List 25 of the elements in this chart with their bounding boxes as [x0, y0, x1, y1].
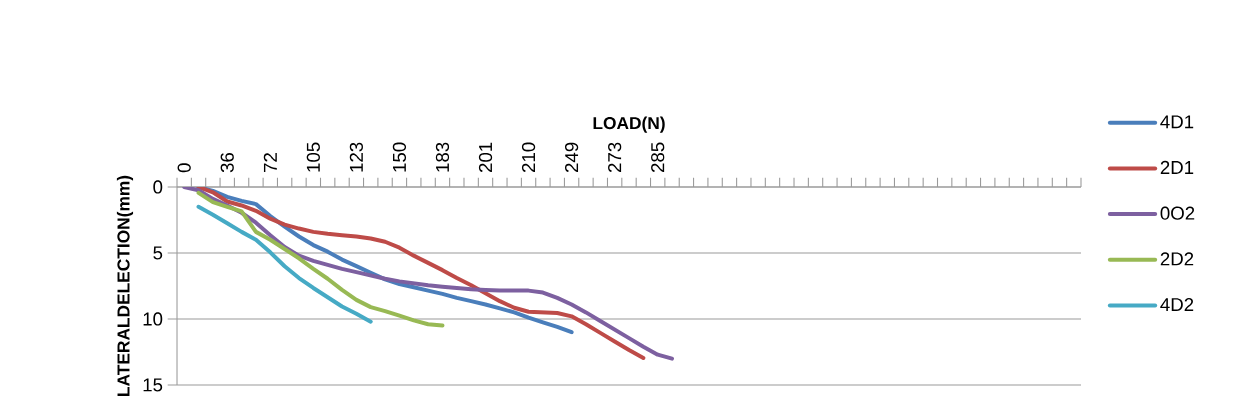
y-tick-label: 15	[143, 378, 163, 392]
x-axis-title: LOAD(N)	[593, 116, 665, 133]
x-tick-label: 273	[608, 142, 622, 173]
y-tick-label: 5	[153, 246, 163, 260]
line-series	[196, 190, 445, 328]
y-tick-label: 10	[143, 312, 163, 326]
line-series	[196, 204, 373, 324]
x-tick-label: 249	[564, 142, 579, 173]
x-tick-label: 201	[478, 142, 493, 173]
y-tick-label: 0	[153, 180, 163, 194]
x-tick-label: 285	[651, 142, 665, 173]
x-tick-label: 150	[392, 142, 407, 172]
legend-label: 4D1	[1160, 115, 1194, 129]
x-tick-label: 36	[220, 153, 234, 173]
legend-label: 4D2	[1160, 297, 1194, 312]
x-tick-label: 0	[177, 163, 191, 173]
legend-label: 0O2	[1160, 206, 1195, 220]
x-tick-label: 123	[349, 142, 363, 172]
x-tick-label: 72	[263, 153, 277, 172]
legend-label: 2D2	[1160, 252, 1194, 266]
y-axis-title: LATERALDELECTION(mm)	[116, 175, 134, 396]
x-tick-label: 183	[435, 142, 450, 172]
x-tick-label: 210	[521, 142, 536, 173]
x-tick-label: 105	[306, 142, 320, 172]
legend-label: 2D1	[1160, 160, 1194, 174]
